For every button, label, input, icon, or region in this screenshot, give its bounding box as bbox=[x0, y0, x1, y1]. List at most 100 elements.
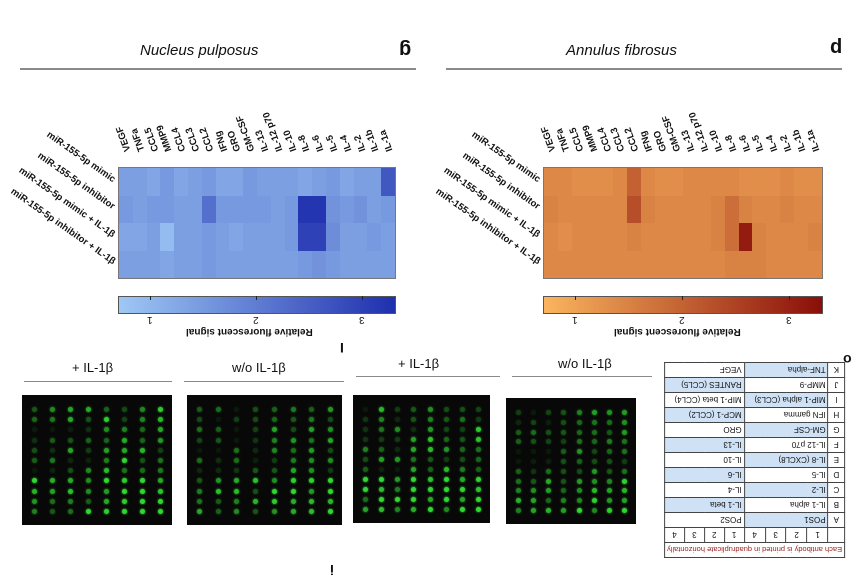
array-spot bbox=[290, 437, 296, 443]
array-spot bbox=[68, 509, 73, 514]
array-spot bbox=[234, 437, 240, 443]
array-spot bbox=[290, 468, 296, 474]
array-spot bbox=[86, 447, 91, 453]
array-spot bbox=[215, 427, 221, 433]
array-spot bbox=[328, 458, 333, 463]
af-heat-cell bbox=[724, 250, 739, 278]
af-heat-cell bbox=[641, 250, 656, 278]
array-spot bbox=[104, 468, 109, 474]
np-heat-cell bbox=[270, 195, 285, 223]
array-spot bbox=[309, 427, 315, 433]
af-heat-cell bbox=[794, 223, 809, 251]
array-spot bbox=[395, 477, 401, 482]
array-spot bbox=[395, 437, 401, 442]
array-spot bbox=[443, 427, 449, 432]
array-spot bbox=[86, 407, 91, 412]
array-spot bbox=[197, 509, 202, 514]
array-spot bbox=[622, 508, 627, 513]
np-heat-cell bbox=[353, 195, 368, 223]
panel-letter-bottom: i bbox=[330, 562, 334, 578]
af-heat-cell bbox=[794, 168, 809, 196]
np-heat-cell bbox=[119, 250, 133, 278]
af-heat-cell bbox=[557, 250, 572, 278]
array-spot bbox=[531, 449, 537, 455]
af-heat-cell bbox=[696, 223, 711, 251]
array-spot bbox=[427, 477, 433, 482]
array-spot bbox=[253, 478, 259, 484]
np-heat-cell bbox=[312, 223, 326, 251]
af-heat-cell bbox=[738, 223, 753, 251]
array-spot bbox=[561, 468, 567, 474]
array-spot bbox=[443, 487, 449, 492]
array-spot bbox=[215, 447, 221, 453]
np-heat-cell bbox=[312, 168, 326, 196]
array-spot bbox=[476, 507, 481, 512]
blot-label-3: + IL-1β bbox=[398, 356, 440, 371]
array-spot bbox=[576, 468, 582, 474]
array-spot bbox=[546, 478, 552, 484]
array-spot bbox=[197, 437, 202, 443]
array-spot bbox=[50, 458, 55, 463]
array-spot bbox=[622, 449, 627, 455]
array-map-col-number: 1 bbox=[807, 527, 829, 543]
array-spot bbox=[197, 447, 202, 453]
array-spot bbox=[234, 498, 240, 504]
af-heat-cell bbox=[738, 168, 753, 196]
array-spot bbox=[516, 439, 521, 445]
array-spot bbox=[516, 449, 521, 455]
array-spot bbox=[328, 407, 333, 412]
array-spot bbox=[531, 439, 537, 445]
colorbar-tick bbox=[682, 296, 683, 300]
array-spot bbox=[158, 447, 163, 453]
array-spot bbox=[32, 468, 37, 474]
array-spot bbox=[215, 437, 221, 443]
af-heat-cell bbox=[627, 195, 642, 223]
np-heat-cell bbox=[381, 168, 395, 196]
np-heat-cell bbox=[243, 195, 257, 223]
array-spot bbox=[606, 459, 612, 464]
np-heatmap bbox=[118, 167, 396, 279]
af-heat-cell bbox=[752, 195, 767, 223]
np-heat-cell bbox=[229, 168, 244, 196]
af-heat-cell bbox=[682, 250, 697, 278]
af-heat-cell bbox=[655, 195, 670, 223]
array-spot bbox=[32, 478, 37, 484]
array-spot bbox=[427, 417, 433, 422]
array-spot bbox=[591, 429, 597, 435]
af-heat-cell bbox=[794, 250, 809, 278]
array-spot bbox=[546, 449, 552, 455]
blot-rule-3 bbox=[356, 376, 500, 377]
array-spot bbox=[158, 468, 163, 474]
array-spot bbox=[328, 509, 333, 514]
af-heat-cell bbox=[724, 168, 739, 196]
array-spot bbox=[122, 498, 127, 504]
array-spot bbox=[32, 407, 37, 412]
array-spot bbox=[122, 437, 127, 443]
array-spot bbox=[576, 419, 582, 425]
array-spot bbox=[395, 447, 401, 452]
np-heat-cell bbox=[339, 250, 354, 278]
af-heat-cell bbox=[613, 223, 628, 251]
array-spot bbox=[86, 488, 91, 494]
np-heat-cell bbox=[160, 195, 175, 223]
af-heat-cell bbox=[627, 168, 642, 196]
colorbar-tick bbox=[788, 296, 790, 300]
np-heat-cell bbox=[201, 168, 216, 196]
array-spot bbox=[253, 407, 259, 412]
af-heat-cell bbox=[599, 250, 614, 278]
array-map-antibody: MMP-9 bbox=[744, 377, 829, 393]
array-spot bbox=[516, 429, 521, 435]
array-map-antibody: TNF-alpha bbox=[744, 362, 829, 378]
array-spot bbox=[363, 467, 368, 472]
blot-image-3 bbox=[353, 395, 490, 523]
array-spot bbox=[591, 508, 597, 513]
array-spot bbox=[443, 417, 449, 422]
array-spot bbox=[328, 488, 333, 494]
np-heat-cell bbox=[257, 223, 271, 251]
array-spot bbox=[411, 427, 417, 432]
np-heat-cell bbox=[284, 195, 299, 223]
array-spot bbox=[234, 458, 240, 463]
np-colorbar-title: Relative fluorescent signal bbox=[186, 326, 313, 337]
array-spot bbox=[395, 457, 401, 462]
array-spot bbox=[158, 498, 163, 504]
